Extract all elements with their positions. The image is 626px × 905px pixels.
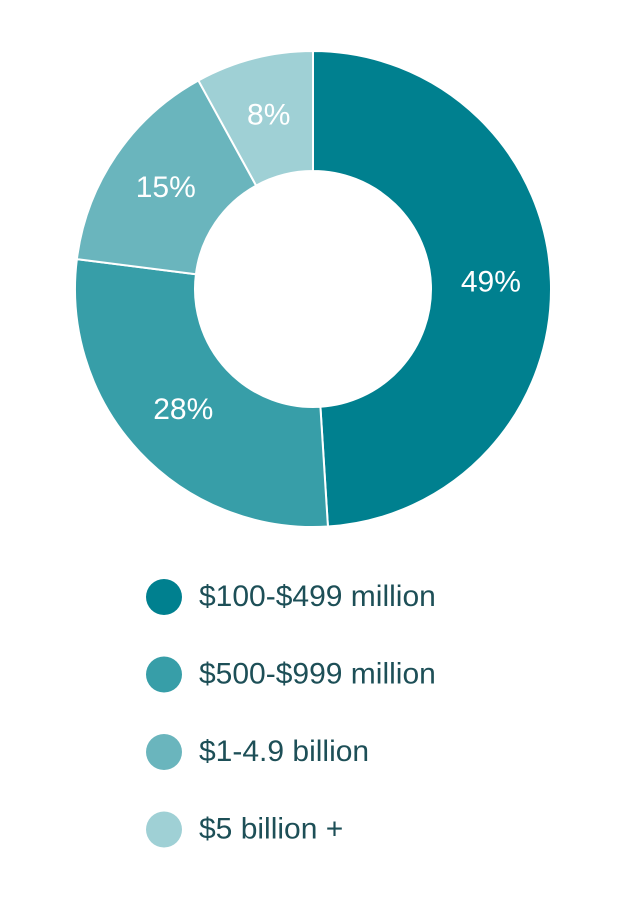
legend-label: $1-4.9 billion bbox=[199, 735, 369, 768]
legend-label: $500-$999 million bbox=[199, 657, 436, 690]
legend-swatch bbox=[146, 811, 182, 848]
value-label: 28% bbox=[153, 393, 213, 426]
legend-swatch bbox=[146, 579, 182, 615]
legend-label: $100-$499 million bbox=[199, 580, 436, 613]
donut-slice bbox=[196, 49, 314, 187]
value-label: 8% bbox=[247, 99, 290, 132]
value-label: 49% bbox=[461, 265, 521, 298]
donut-slice bbox=[75, 79, 258, 276]
legend-swatch bbox=[146, 656, 182, 693]
donut-slice bbox=[74, 258, 330, 528]
donut-slice bbox=[312, 49, 552, 528]
legend-label: $5 billion + bbox=[199, 812, 343, 845]
value-label: 15% bbox=[136, 171, 196, 204]
legend-swatch bbox=[146, 734, 182, 770]
